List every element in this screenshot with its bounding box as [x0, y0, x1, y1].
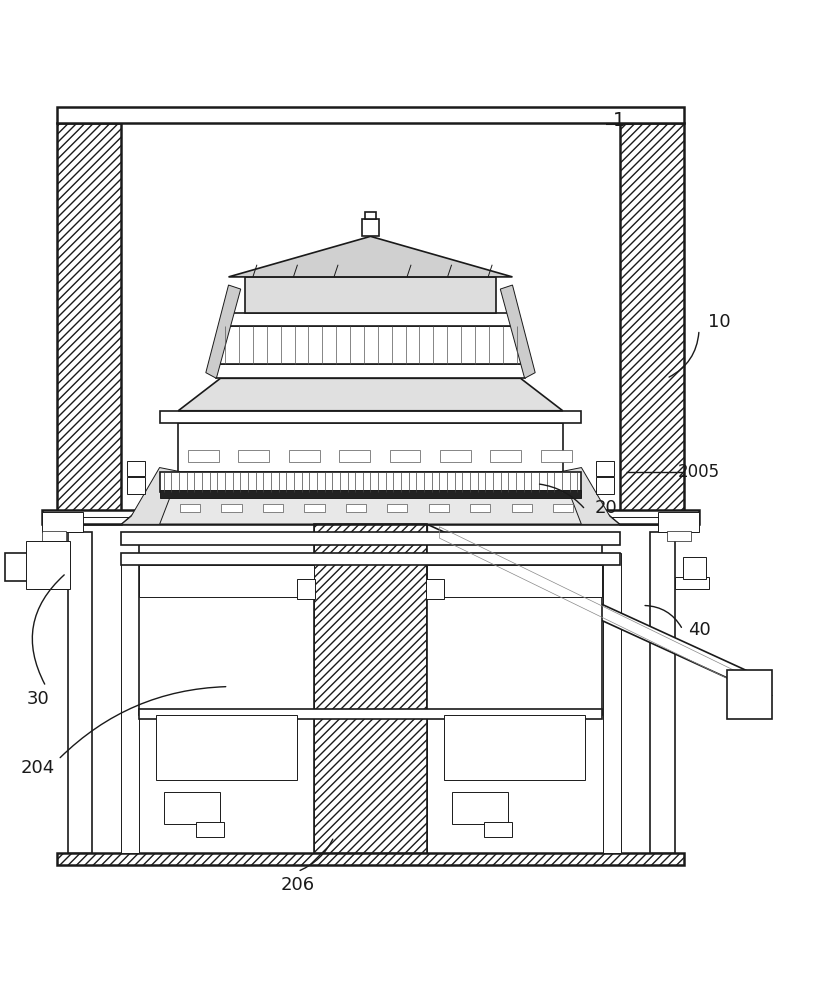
Bar — [121, 532, 619, 545]
Polygon shape — [501, 285, 535, 378]
Bar — [650, 532, 675, 853]
Bar — [6, 553, 38, 581]
Bar — [427, 565, 602, 597]
Bar — [196, 822, 225, 837]
Bar — [34, 577, 68, 589]
Bar — [42, 512, 82, 532]
Bar — [596, 477, 614, 494]
Bar — [160, 472, 581, 492]
Bar — [675, 577, 709, 589]
Bar — [26, 557, 49, 579]
Bar — [596, 461, 614, 476]
Bar — [304, 504, 325, 512]
Text: 10: 10 — [708, 313, 731, 331]
Bar — [155, 715, 297, 780]
Polygon shape — [178, 378, 562, 411]
Polygon shape — [728, 670, 772, 719]
Bar — [511, 504, 532, 512]
Bar — [619, 123, 685, 524]
Bar — [56, 123, 121, 524]
Bar — [221, 504, 242, 512]
Bar — [229, 313, 513, 326]
Bar — [188, 450, 219, 462]
Bar — [221, 326, 521, 364]
Text: 20: 20 — [594, 499, 617, 517]
Bar — [452, 792, 509, 824]
Bar — [387, 504, 408, 512]
Bar — [313, 524, 427, 853]
Bar — [683, 557, 706, 579]
Polygon shape — [427, 524, 764, 695]
Bar — [180, 504, 200, 512]
Text: 206: 206 — [280, 876, 314, 894]
Bar — [42, 510, 699, 524]
Bar — [470, 504, 490, 512]
Bar — [121, 553, 619, 565]
Bar — [139, 565, 313, 597]
Bar — [289, 450, 320, 462]
Bar — [164, 792, 221, 824]
Bar — [263, 504, 283, 512]
Bar — [139, 541, 313, 715]
Text: 40: 40 — [688, 621, 711, 639]
Bar — [56, 853, 685, 865]
Bar — [659, 512, 699, 532]
Bar — [160, 490, 581, 498]
Polygon shape — [121, 468, 180, 524]
Bar — [484, 822, 513, 837]
Bar — [619, 123, 685, 524]
Bar — [553, 504, 573, 512]
Polygon shape — [229, 236, 513, 277]
Bar — [427, 541, 602, 715]
Bar — [127, 477, 145, 494]
Text: 1: 1 — [614, 111, 626, 130]
Bar — [121, 553, 139, 853]
Bar — [139, 709, 602, 719]
Bar — [245, 277, 497, 313]
Bar — [339, 450, 370, 462]
Bar — [362, 219, 379, 236]
Bar — [127, 461, 145, 476]
Bar — [42, 531, 66, 541]
Bar — [313, 524, 427, 853]
Bar — [217, 364, 525, 378]
Polygon shape — [561, 468, 619, 524]
Text: 204: 204 — [21, 759, 55, 777]
Text: 30: 30 — [27, 690, 50, 708]
Bar — [540, 450, 571, 462]
Bar — [297, 579, 315, 599]
Bar — [440, 450, 470, 462]
Bar — [346, 504, 366, 512]
Bar — [68, 532, 92, 853]
Bar — [56, 123, 121, 524]
Bar — [365, 212, 376, 219]
Bar — [390, 450, 421, 462]
Polygon shape — [121, 492, 619, 524]
Bar — [239, 450, 269, 462]
Bar — [429, 504, 449, 512]
Bar — [444, 715, 585, 780]
Bar — [160, 411, 581, 423]
Bar — [491, 450, 521, 462]
Bar — [178, 423, 562, 472]
Bar — [26, 541, 70, 589]
Bar — [426, 579, 444, 599]
Bar — [667, 531, 691, 541]
Text: 2005: 2005 — [678, 463, 720, 481]
Bar — [121, 123, 619, 524]
Bar — [603, 553, 621, 853]
Polygon shape — [206, 285, 241, 378]
Bar — [56, 107, 685, 123]
